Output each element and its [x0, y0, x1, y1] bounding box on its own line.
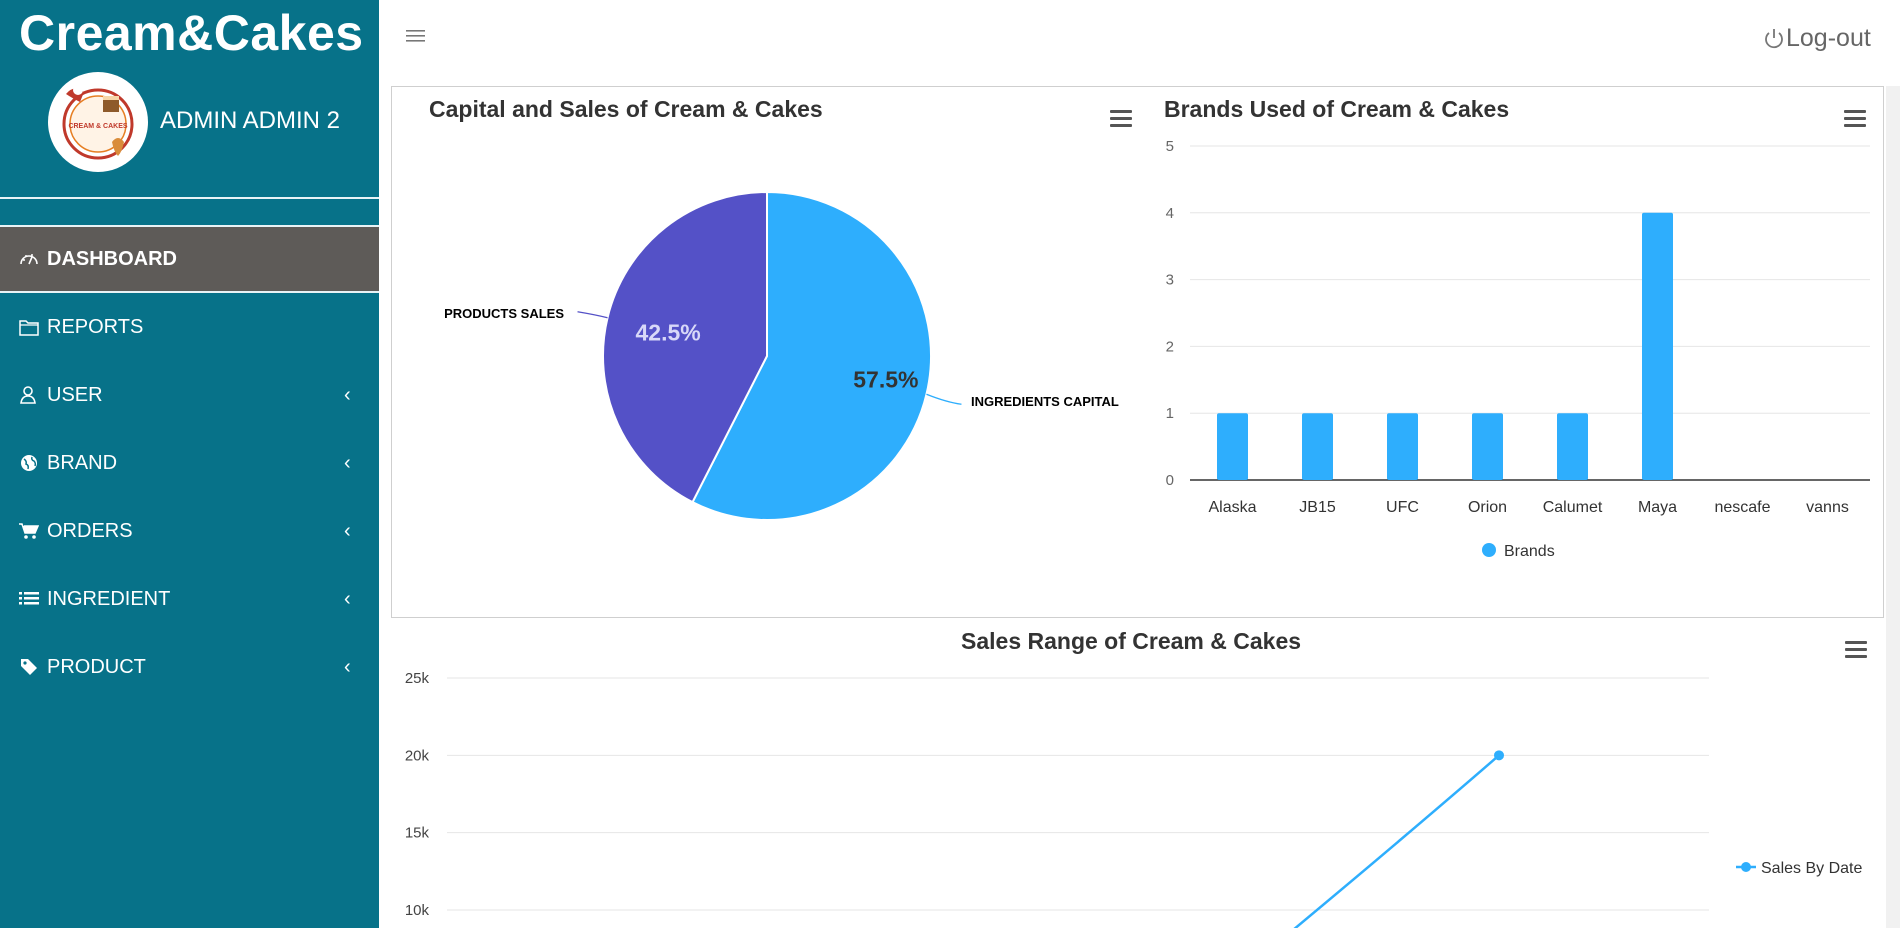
bar-calumet[interactable]: [1557, 413, 1588, 480]
sidebar-item-label: INGREDIENT: [47, 587, 171, 610]
bar-maya[interactable]: [1642, 212, 1673, 481]
line-chart-title: Sales Range of Cream & Cakes: [961, 628, 1302, 654]
menu-toggle-icon[interactable]: [406, 28, 426, 48]
app-brand-title[interactable]: Cream&Cakes: [19, 5, 364, 61]
sidebar-item-brand[interactable]: BRAND ‹: [0, 429, 379, 497]
bar-y-tick-label: 5: [1166, 138, 1174, 155]
tag-icon: [18, 656, 40, 678]
sidebar-item-product[interactable]: PRODUCT ‹: [0, 633, 379, 701]
bar-y-tick-label: 4: [1166, 205, 1174, 222]
pie-connector-ingredients: [926, 393, 962, 405]
sidebar-item-label: USER: [47, 383, 103, 406]
sidebar-item-ingredient[interactable]: INGREDIENT ‹: [0, 565, 379, 633]
user-icon: [18, 384, 40, 406]
cream-cakes-logo: CREAM & CAKES: [50, 74, 146, 170]
bar-x-tick-label: JB15: [1299, 499, 1336, 516]
pie-percent-products: 42.5%: [636, 319, 701, 345]
line-y-tick-label: 10k: [405, 902, 430, 919]
line-chart-menu-icon[interactable]: [1845, 641, 1867, 662]
avatar: CREAM & CAKES: [48, 72, 148, 172]
bar-x-tick-label: nescafe: [1714, 499, 1770, 516]
chevron-left-icon[interactable]: ‹: [344, 451, 351, 474]
list-icon: [18, 588, 40, 610]
line-y-tick-label: 25k: [405, 670, 430, 687]
logout-label: Log-out: [1786, 24, 1871, 52]
sidebar-item-user[interactable]: USER ‹: [0, 361, 379, 429]
bar-x-tick-label: UFC: [1386, 499, 1419, 516]
sidebar-item-reports[interactable]: REPORTS: [0, 293, 379, 361]
bar-y-tick-label: 3: [1166, 272, 1174, 289]
pie-connector-products: [577, 311, 608, 319]
user-name: ADMIN ADMIN 2: [160, 107, 341, 134]
pie-label-ingredients-capital: INGREDIENTS CAPITAL: [971, 394, 1119, 409]
sales-by-date-line[interactable]: [1269, 754, 1500, 928]
sidebar-item-label: ORDERS: [47, 519, 133, 542]
chevron-left-icon[interactable]: ‹: [344, 655, 351, 678]
pie-chart-menu-icon[interactable]: [1110, 110, 1132, 131]
dashboard-icon: [18, 248, 40, 270]
sidebar-item-label: BRAND: [47, 451, 118, 474]
pie-percent-ingredients: 57.5%: [853, 367, 918, 393]
cart-icon: [18, 520, 40, 542]
logout-button[interactable]: Log-out: [1762, 24, 1871, 53]
line-y-tick-label: 20k: [405, 747, 430, 764]
folder-icon: [18, 316, 40, 338]
bar-x-tick-label: Alaska: [1208, 499, 1256, 516]
sidebar-item-label: PRODUCT: [47, 655, 146, 678]
page-scrollbar[interactable]: [1886, 86, 1900, 928]
bar-alaska[interactable]: [1217, 413, 1248, 480]
bar-chart-title: Brands Used of Cream & Cakes: [1164, 96, 1510, 122]
line-legend-label[interactable]: Sales By Date: [1761, 860, 1862, 877]
chevron-left-icon[interactable]: ‹: [344, 519, 351, 542]
line-data-point[interactable]: [1494, 750, 1504, 761]
chevron-left-icon[interactable]: ‹: [344, 587, 351, 610]
bar-orion[interactable]: [1472, 413, 1503, 480]
bar-chart-menu-icon[interactable]: [1844, 110, 1866, 131]
bar-y-tick-label: 0: [1166, 472, 1174, 489]
bar-y-tick-label: 2: [1166, 338, 1174, 355]
logo-text: CREAM & CAKES: [68, 123, 127, 130]
sidebar-divider: [0, 197, 379, 199]
sidebar: Cream&Cakes CREAM & CAKES ADMIN ADMIN 2 …: [0, 0, 379, 928]
globe-icon: [18, 452, 40, 474]
sidebar-nav: DASHBOARD REPORTS USER ‹ BRAND ‹: [0, 225, 379, 701]
bar-legend-marker[interactable]: [1482, 543, 1496, 557]
sidebar-item-dashboard[interactable]: DASHBOARD: [0, 225, 379, 293]
bar-ufc[interactable]: [1387, 413, 1418, 480]
bar-x-tick-label: Calumet: [1543, 499, 1603, 516]
bar-y-tick-label: 1: [1166, 405, 1174, 422]
bar-chart: 0 1 2 3 4 5 Alaska JB15 UFC Orion Calumet Maya nesc…: [1166, 138, 1870, 560]
pie-chart-title: Capital and Sales of Cream & Cakes: [429, 96, 823, 122]
bar-x-tick-label: Orion: [1468, 499, 1507, 516]
bar-x-tick-label: Maya: [1638, 499, 1677, 516]
sidebar-item-orders[interactable]: ORDERS ‹: [0, 497, 379, 565]
chevron-left-icon[interactable]: ‹: [344, 383, 351, 406]
sidebar-item-label: REPORTS: [47, 315, 144, 338]
power-icon: [1765, 28, 1783, 48]
bar-legend-label[interactable]: Brands: [1504, 543, 1555, 560]
pie-slice-products-sales[interactable]: [602, 190, 768, 504]
bar-x-tick-label: vanns: [1806, 499, 1849, 516]
pie-chart: 57.5% 42.5% INGREDIENTS CAPITAL PRODUCTS…: [444, 190, 1119, 521]
line-chart: 10k 15k 20k 25k Sales By Date: [405, 670, 1862, 928]
sidebar-item-label: DASHBOARD: [47, 247, 177, 270]
line-legend-dot[interactable]: [1741, 862, 1751, 872]
bar-jb15[interactable]: [1302, 413, 1333, 480]
pie-label-products-sales: PRODUCTS SALES: [444, 306, 564, 321]
line-y-tick-label: 15k: [405, 825, 430, 842]
